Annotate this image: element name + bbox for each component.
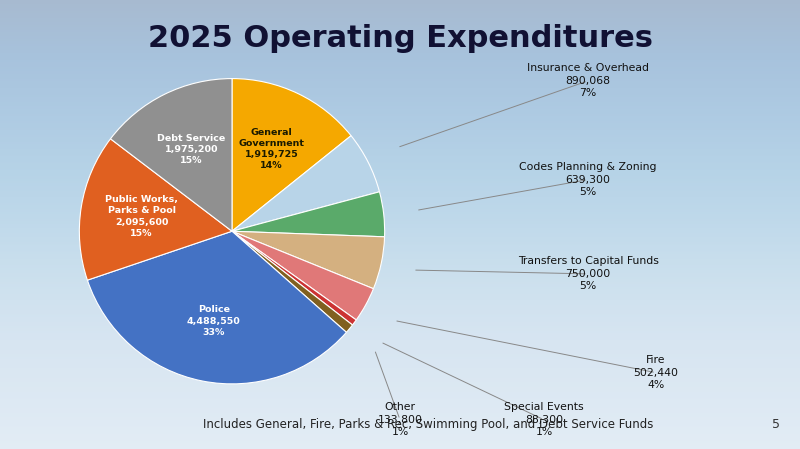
Text: Other
133,800
1%: Other 133,800 1% <box>378 402 422 437</box>
Text: Transfers to Capital Funds
750,000
5%: Transfers to Capital Funds 750,000 5% <box>518 256 658 291</box>
Wedge shape <box>232 136 379 231</box>
Text: Fire
502,440
4%: Fire 502,440 4% <box>634 355 678 390</box>
Text: Police
4,488,550
33%: Police 4,488,550 33% <box>187 305 241 337</box>
Text: Public Works,
Parks & Pool
2,095,600
15%: Public Works, Parks & Pool 2,095,600 15% <box>105 195 178 238</box>
Text: General
Government
1,919,725
14%: General Government 1,919,725 14% <box>238 128 305 170</box>
Text: Debt Service
1,975,200
15%: Debt Service 1,975,200 15% <box>157 133 226 165</box>
Text: Codes Planning & Zoning
639,300
5%: Codes Planning & Zoning 639,300 5% <box>519 162 657 197</box>
Wedge shape <box>110 79 232 231</box>
Text: Insurance & Overhead
890,068
7%: Insurance & Overhead 890,068 7% <box>527 63 649 98</box>
Text: 5: 5 <box>772 418 780 431</box>
Wedge shape <box>232 231 353 332</box>
Wedge shape <box>232 192 385 237</box>
Wedge shape <box>232 231 385 289</box>
Text: 2025 Operating Expenditures: 2025 Operating Expenditures <box>147 24 653 53</box>
Wedge shape <box>232 231 374 320</box>
Text: Special Events
88,300
1%: Special Events 88,300 1% <box>504 402 584 437</box>
Text: Includes General, Fire, Parks & Rec, Swimming Pool, and Debt Service Funds: Includes General, Fire, Parks & Rec, Swi… <box>203 418 653 431</box>
Wedge shape <box>232 79 351 231</box>
Wedge shape <box>79 139 232 280</box>
Wedge shape <box>232 231 356 325</box>
Wedge shape <box>87 231 346 384</box>
